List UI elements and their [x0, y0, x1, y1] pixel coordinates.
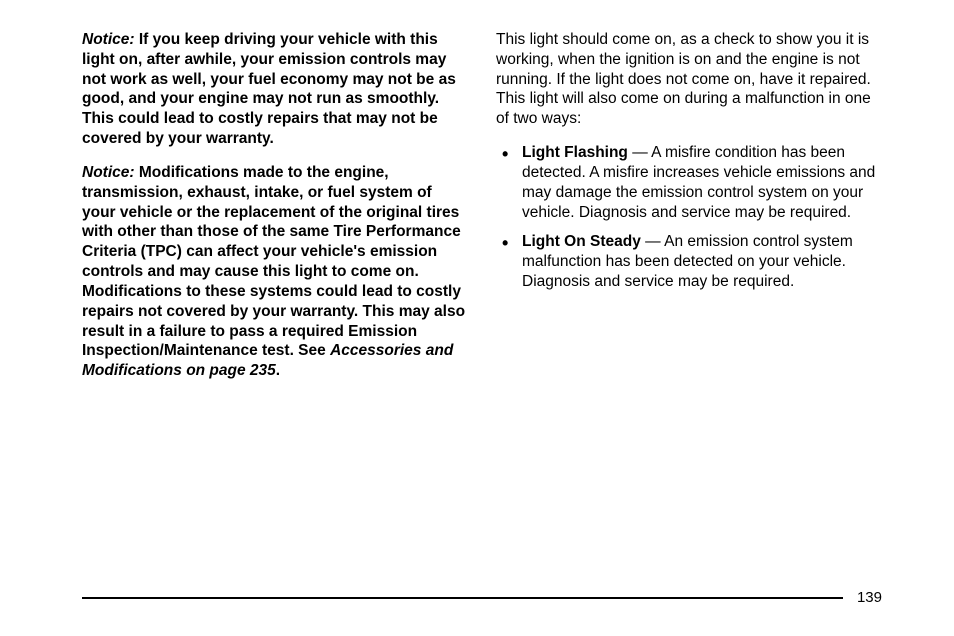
- page-number: 139: [843, 589, 882, 606]
- list-item: Light Flashing — A misfire condition has…: [496, 143, 882, 222]
- page-content: Notice: If you keep driving your vehicle…: [0, 0, 954, 395]
- bullet-title-1: Light Flashing: [522, 144, 628, 161]
- notice-label-2: Notice:: [82, 164, 135, 181]
- page-footer: 139: [82, 589, 882, 606]
- malfunction-list: Light Flashing — A misfire condition has…: [496, 143, 882, 292]
- right-column: This light should come on, as a check to…: [496, 30, 882, 395]
- notice-body-2a: Modifications made to the engine, transm…: [82, 164, 465, 359]
- list-item: Light On Steady — An emission control sy…: [496, 232, 882, 291]
- footer-rule: [82, 597, 843, 599]
- notice-body-2b: .: [276, 362, 280, 379]
- notice-label-1: Notice:: [82, 31, 135, 48]
- bullet-title-2: Light On Steady: [522, 233, 641, 250]
- intro-paragraph: This light should come on, as a check to…: [496, 30, 882, 129]
- notice-paragraph-1: Notice: If you keep driving your vehicle…: [82, 30, 468, 149]
- notice-body-1: If you keep driving your vehicle with th…: [82, 31, 456, 147]
- notice-paragraph-2: Notice: Modifications made to the engine…: [82, 163, 468, 381]
- left-column: Notice: If you keep driving your vehicle…: [82, 30, 468, 395]
